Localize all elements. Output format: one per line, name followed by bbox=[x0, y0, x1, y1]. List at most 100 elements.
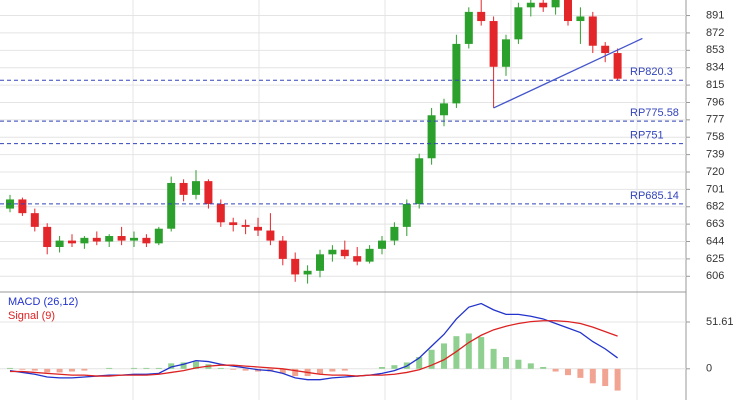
candle-body bbox=[489, 21, 498, 67]
candle-body bbox=[192, 181, 200, 195]
candle-body bbox=[142, 237, 151, 244]
histogram-bar bbox=[242, 368, 249, 371]
candle-body bbox=[452, 43, 461, 104]
histogram-bar bbox=[31, 368, 38, 371]
histogram-bar bbox=[428, 349, 435, 369]
trendline bbox=[493, 37, 643, 109]
histogram-bar bbox=[217, 367, 224, 369]
histogram-bar bbox=[540, 366, 547, 369]
candle-body bbox=[291, 258, 300, 275]
histogram-bar bbox=[56, 368, 63, 373]
candle-body bbox=[440, 103, 448, 116]
histogram-bar bbox=[317, 368, 323, 375]
candle-body bbox=[68, 240, 76, 244]
plot-area bbox=[7, 302, 621, 391]
candle-body bbox=[539, 2, 548, 8]
histogram-bar bbox=[478, 337, 485, 369]
candle-body bbox=[204, 181, 213, 205]
histogram-bar bbox=[131, 367, 137, 369]
candle-body bbox=[229, 222, 238, 226]
candle-body bbox=[551, 0, 560, 8]
histogram-bar bbox=[341, 368, 348, 371]
candle-body bbox=[477, 11, 486, 22]
histogram-bar bbox=[81, 368, 88, 371]
candle-body bbox=[526, 2, 535, 8]
histogram-bar bbox=[577, 368, 584, 378]
histogram-bar bbox=[155, 367, 162, 369]
candle-body bbox=[55, 240, 64, 248]
histogram-bar bbox=[329, 368, 336, 372]
support-label: RP775.58 bbox=[630, 107, 679, 119]
candle-body bbox=[588, 16, 597, 46]
candle-body bbox=[378, 240, 386, 249]
y-tick-label: 758 bbox=[706, 131, 724, 143]
candle-body bbox=[43, 226, 52, 248]
candle-body bbox=[266, 230, 275, 241]
histogram-bar bbox=[180, 362, 187, 369]
histogram-bar bbox=[441, 343, 447, 369]
candle-body bbox=[415, 158, 424, 205]
y-tick-label: 0 bbox=[706, 363, 712, 375]
candle-body bbox=[216, 204, 225, 223]
y-tick-label: 834 bbox=[706, 62, 724, 74]
candle-body bbox=[353, 256, 362, 262]
y-tick-label: 51.61 bbox=[706, 316, 734, 328]
y-tick-label: 720 bbox=[706, 166, 724, 178]
candle-body bbox=[179, 182, 188, 195]
histogram-bar bbox=[552, 368, 559, 372]
candle-body bbox=[92, 237, 101, 242]
y-tick-label: 644 bbox=[706, 235, 724, 247]
y-tick-label: 682 bbox=[706, 201, 724, 213]
plot-area bbox=[0, 0, 686, 284]
y-tick-label: 872 bbox=[706, 27, 724, 39]
candle-body bbox=[613, 53, 622, 79]
histogram-bar bbox=[279, 368, 286, 374]
support-label: RP685.14 bbox=[630, 190, 679, 202]
histogram-bar bbox=[44, 368, 51, 373]
histogram-bar bbox=[193, 361, 199, 369]
histogram-bar bbox=[19, 368, 26, 370]
candle-body bbox=[254, 226, 262, 231]
support-label: RP751 bbox=[630, 130, 664, 142]
candle-body bbox=[340, 249, 349, 257]
histogram-bar bbox=[565, 368, 571, 376]
candle-body bbox=[514, 7, 523, 40]
y-tick-label: 663 bbox=[706, 218, 724, 230]
histogram-bar bbox=[589, 368, 596, 384]
vertical-grid bbox=[132, 0, 638, 400]
histogram-bar bbox=[453, 336, 460, 369]
histogram-bar bbox=[465, 333, 472, 369]
candle-body bbox=[464, 11, 473, 44]
histogram-bar bbox=[490, 348, 497, 369]
candle-body bbox=[241, 225, 250, 227]
histogram-bar bbox=[391, 365, 398, 369]
histogram-bar bbox=[503, 357, 509, 369]
histogram-bar bbox=[292, 368, 299, 377]
y-tick-label: 815 bbox=[706, 79, 724, 91]
y-tick-label: 625 bbox=[706, 253, 724, 265]
histogram-bar bbox=[7, 367, 13, 369]
histogram-bar bbox=[379, 366, 385, 369]
candle-body bbox=[18, 199, 27, 214]
y-tick-label: 739 bbox=[706, 149, 724, 161]
candle-body bbox=[576, 16, 585, 22]
macd-line bbox=[10, 320, 618, 377]
candle-body bbox=[130, 237, 138, 241]
candle-body bbox=[601, 45, 610, 54]
y-tick-label: 796 bbox=[706, 96, 724, 108]
histogram-bar bbox=[168, 363, 175, 369]
candle-body bbox=[278, 240, 287, 259]
histogram-bar bbox=[69, 368, 75, 372]
histogram-bar bbox=[602, 368, 609, 387]
macd-line bbox=[9, 302, 618, 381]
y-tick-label: 891 bbox=[706, 9, 724, 21]
y-tick-label: 777 bbox=[706, 114, 724, 126]
candle-body bbox=[390, 226, 399, 241]
candle-body bbox=[117, 236, 126, 241]
candle-body bbox=[564, 0, 572, 22]
histogram-bar bbox=[527, 363, 534, 369]
candle-body bbox=[105, 236, 114, 242]
candle-body bbox=[427, 115, 436, 159]
candle-body bbox=[80, 237, 89, 244]
